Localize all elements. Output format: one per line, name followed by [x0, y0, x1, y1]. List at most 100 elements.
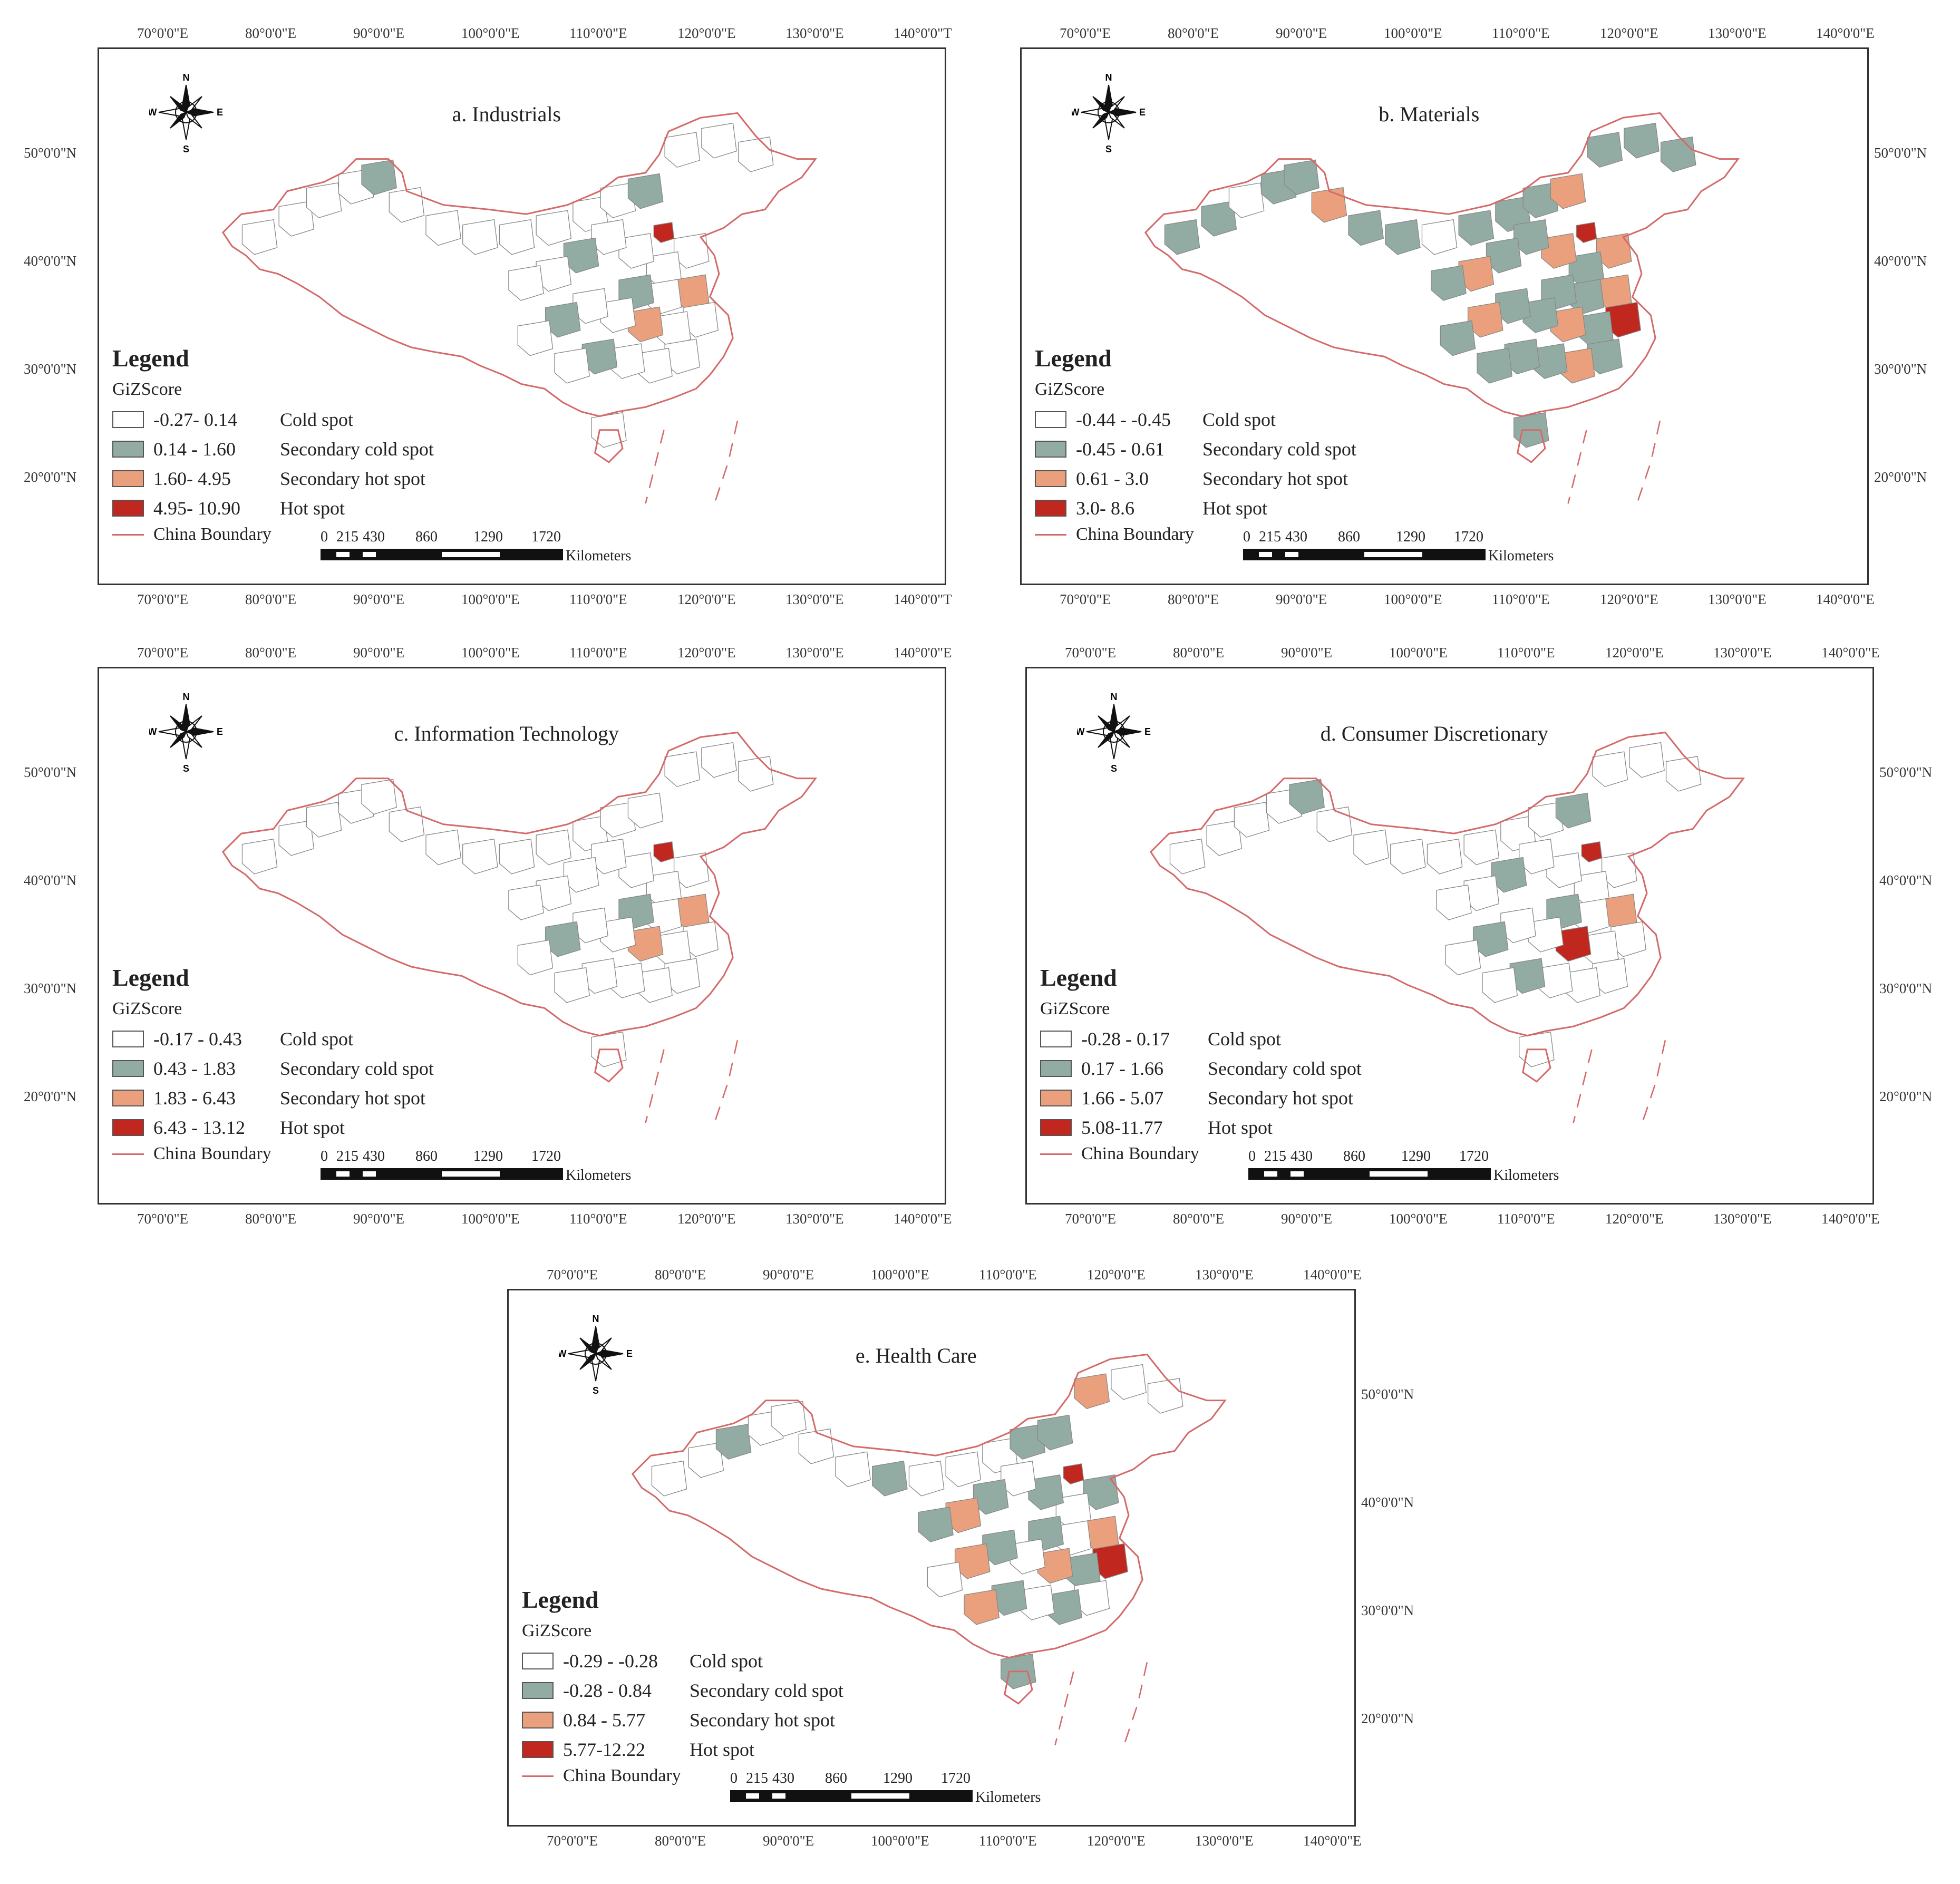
- longitude-label: 100°0'0"E: [1384, 591, 1442, 607]
- latitude-label: 30°0'0"N: [24, 980, 77, 996]
- region-cold-spot: [499, 838, 535, 875]
- region-secondary-cold-spot: [1028, 1474, 1064, 1510]
- longitude-label: 140°0'0"T: [894, 25, 952, 41]
- scale-value: 860: [1343, 1148, 1365, 1164]
- region-secondary-hot-spot: [1541, 233, 1577, 269]
- legend-row-secondary-cold-spot: 0.17 - 1.66 Secondary cold spot: [1040, 1054, 1515, 1083]
- region-cold-spot: [835, 1451, 871, 1488]
- region-secondary-cold-spot: [1037, 1414, 1073, 1451]
- region-cold-spot: [389, 806, 425, 842]
- region-cold-spot: [1111, 1364, 1147, 1400]
- legend-boundary-row: China Boundary: [112, 523, 587, 546]
- svg-text:N: N: [183, 692, 190, 702]
- latitude-label: 50°0'0"N: [1879, 764, 1933, 780]
- legend-label: Hot spot: [1208, 1117, 1273, 1138]
- longitude-label: 100°0'0"E: [461, 591, 520, 607]
- latitude-label: 40°0'0"N: [1361, 1494, 1414, 1510]
- region-secondary-hot-spot: [1074, 1373, 1110, 1410]
- region-cold-spot: [1390, 838, 1426, 875]
- scale-value: 430: [1285, 529, 1307, 545]
- legend-range: 3.0- 8.6: [1076, 498, 1134, 519]
- longitude-label: 90°0'0"E: [1281, 645, 1333, 661]
- region-cold-spot: [908, 1460, 945, 1497]
- svg-text:W: W: [149, 726, 157, 737]
- longitude-label: 110°0'0"E: [979, 1267, 1037, 1283]
- longitude-label: 110°0'0"E: [1492, 25, 1550, 41]
- longitude-label: 80°0'0"E: [655, 1267, 706, 1283]
- scale-value: 0: [730, 1770, 738, 1786]
- boundary-line-swatch: [522, 1775, 554, 1777]
- legend-swatch-secondary-hot-spot: [112, 1090, 144, 1106]
- longitude-label: 110°0'0"E: [1497, 1211, 1555, 1227]
- legend-subtitle: GiZScore: [1040, 999, 1110, 1018]
- region-cold-spot: [627, 792, 664, 829]
- map-frame: N S E W a. Industrials Legend GiZScore -…: [98, 47, 946, 585]
- longitude-label: 90°0'0"E: [353, 591, 405, 607]
- legend-swatch-cold-spot: [1035, 411, 1066, 428]
- legend-swatch-cold-spot: [522, 1653, 554, 1669]
- region-cold-spot: [278, 201, 315, 237]
- longitude-label: 90°0'0"E: [763, 1833, 814, 1849]
- legend-row-secondary-hot-spot: 1.66 - 5.07 Secondary hot spot: [1040, 1083, 1515, 1113]
- map-frame: N S E W b. Materials Legend GiZScore -0.…: [1020, 47, 1869, 585]
- scale-value: 430: [363, 529, 385, 545]
- scale-bar-segment: [363, 552, 376, 557]
- scale-value: 0: [321, 529, 328, 545]
- latitude-label: 40°0'0"N: [24, 253, 77, 269]
- scale-bar-segment: [442, 1171, 500, 1177]
- svg-text:E: E: [217, 107, 223, 118]
- longitude-label: 140°0'0"E: [1816, 25, 1875, 41]
- region-cold-spot: [241, 838, 278, 875]
- region-cold-spot: [306, 182, 342, 218]
- legend-row-secondary-hot-spot: 0.61 - 3.0 Secondary hot spot: [1035, 464, 1509, 493]
- map-legend: Legend GiZScore -0.17 - 0.43 Cold spot 0.4…: [112, 964, 587, 1166]
- region-cold-spot: [278, 820, 315, 856]
- region-cold-spot: [554, 967, 590, 1003]
- scale-value: 430: [1291, 1148, 1313, 1164]
- longitude-label: 120°0'0"E: [1087, 1267, 1146, 1283]
- longitude-label: 90°0'0"E: [1276, 591, 1327, 607]
- legend-range: -0.27- 0.14: [153, 409, 237, 430]
- legend-label: Cold spot: [280, 409, 354, 430]
- region-hot-spot: [653, 222, 675, 243]
- longitude-label: 130°0'0"E: [1195, 1833, 1254, 1849]
- region-secondary-cold-spot: [1289, 779, 1325, 815]
- legend-row-cold-spot: -0.27- 0.14 Cold spot: [112, 405, 587, 434]
- legend-range: 0.14 - 1.60: [153, 439, 236, 460]
- latitude-label: 20°0'0"N: [1361, 1711, 1414, 1726]
- longitude-label: 140°0'0"E: [1303, 1833, 1362, 1849]
- scale-value: 1720: [531, 1148, 561, 1164]
- region-cold-spot: [1528, 802, 1564, 838]
- region-cold-spot: [701, 122, 737, 159]
- svg-text:S: S: [1105, 144, 1112, 154]
- scale-bar: 0 215 430 860 1290 1720 Kilometers: [1248, 1148, 1586, 1190]
- region-cold-spot: [536, 829, 572, 866]
- china-map: [1144, 112, 1740, 504]
- scale-value: 215: [1264, 1148, 1286, 1164]
- longitude-label: 130°0'0"E: [1708, 25, 1767, 41]
- region-cold-spot: [508, 265, 544, 301]
- legend-label: Secondary hot spot: [1208, 1087, 1353, 1109]
- svg-text:S: S: [183, 763, 189, 774]
- longitude-label: 130°0'0"E: [1713, 1211, 1772, 1227]
- legend-title: Legend: [522, 1586, 599, 1613]
- longitude-label: 70°0'0"E: [137, 1211, 189, 1227]
- region-secondary-cold-spot: [1624, 122, 1660, 159]
- region-cold-spot: [306, 802, 342, 838]
- svg-text:S: S: [183, 144, 189, 154]
- scale-bar: 0 215 430 860 1290 1720 Kilometers: [730, 1770, 1068, 1812]
- longitude-label: 70°0'0"E: [1065, 645, 1117, 661]
- scale-bar-segment: [1285, 552, 1298, 557]
- legend-row-secondary-cold-spot: 0.43 - 1.83 Secondary cold spot: [112, 1054, 587, 1083]
- legend-label: Secondary cold spot: [690, 1680, 843, 1701]
- region-secondary-cold-spot: [1458, 210, 1495, 246]
- legend-boundary-row: China Boundary: [1040, 1142, 1515, 1166]
- map-legend: Legend GiZScore -0.28 - 0.17 Cold spot 0.1…: [1040, 964, 1515, 1166]
- region-secondary-cold-spot: [1440, 320, 1476, 356]
- legend-swatch-hot-spot: [112, 1119, 144, 1136]
- legend-swatch-secondary-hot-spot: [1035, 470, 1066, 487]
- longitude-label: 110°0'0"E: [1492, 591, 1550, 607]
- legend-range: 5.77-12.22: [563, 1739, 645, 1760]
- legend-range: -0.45 - 0.61: [1076, 439, 1165, 460]
- map-title: e. Health Care: [855, 1344, 977, 1367]
